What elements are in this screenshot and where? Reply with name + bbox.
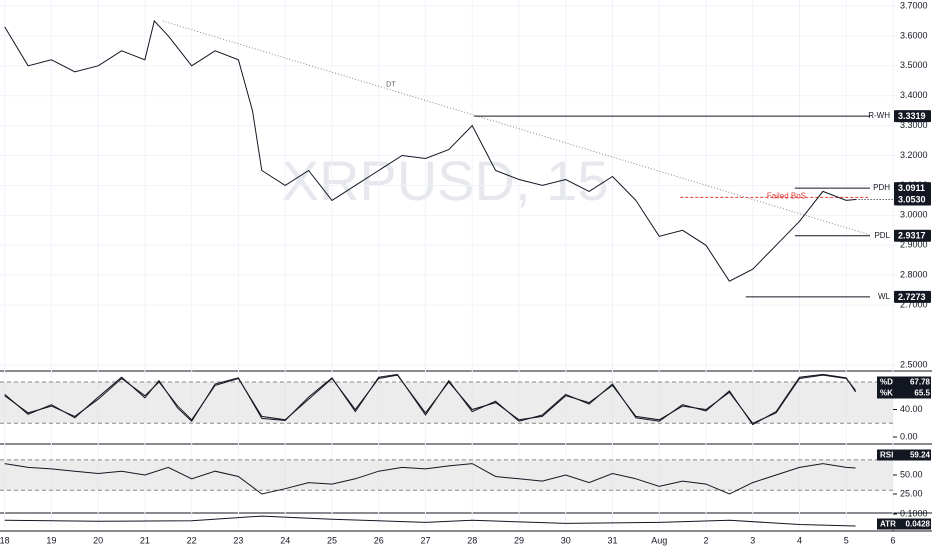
legend-value: 0.0428 — [906, 520, 931, 529]
series-line — [4, 515, 856, 527]
level-tag-bg — [894, 110, 931, 123]
x-tick-label: 2 — [703, 535, 708, 545]
watermark: XRPUSD, 15 — [282, 149, 609, 212]
trend-label: DT — [386, 81, 396, 88]
x-tick-label: 4 — [797, 535, 802, 545]
y-tick-label: 50.00 — [900, 469, 923, 479]
level-name: WL — [878, 292, 891, 301]
x-tick-label: 20 — [93, 535, 103, 545]
last-price-tag-bg — [894, 193, 931, 206]
x-tick-label: 27 — [420, 535, 430, 545]
x-tick-label: 21 — [140, 535, 150, 545]
trend-line — [162, 20, 870, 236]
last-price-tag: 3.0530 — [898, 194, 926, 204]
legend-name: %D — [880, 378, 893, 387]
band — [0, 459, 893, 491]
x-tick-label: 24 — [280, 535, 290, 545]
y-tick-label: 2.9000 — [900, 240, 928, 250]
level-tag-bg — [894, 229, 931, 242]
y-tick-label: 3.4000 — [900, 90, 928, 100]
y-tick-label: 0.00 — [900, 431, 918, 441]
level-name: R-WH — [868, 111, 890, 120]
legend-name: %K — [880, 389, 893, 398]
x-tick-label: 23 — [233, 535, 243, 545]
series-line — [4, 19, 856, 282]
legend-name: ATR — [880, 520, 896, 529]
x-tick-label: 6 — [890, 535, 895, 545]
level-tag: 2.9317 — [898, 231, 926, 241]
legend-bg — [877, 376, 931, 388]
x-tick-label: 29 — [514, 535, 524, 545]
band — [0, 381, 893, 424]
legend-bg — [877, 518, 931, 530]
level-label: Failed BoS — [767, 192, 806, 201]
y-tick-label: 3.3000 — [900, 120, 928, 130]
legend-bg — [877, 449, 931, 461]
legend-name: RSI — [880, 451, 893, 460]
y-tick-label: 3.2000 — [900, 150, 928, 160]
y-tick-label: 2.7000 — [900, 299, 928, 309]
y-tick-label: 0.1000 — [900, 508, 928, 518]
y-tick-label: 2.8000 — [900, 270, 928, 280]
level-name: PDL — [874, 231, 890, 240]
x-tick-label: 31 — [607, 535, 617, 545]
legend-value: 67.78 — [910, 378, 931, 387]
y-tick-label: 3.0000 — [900, 210, 928, 220]
x-tick-label: 26 — [374, 535, 384, 545]
y-tick-label: 3.5000 — [900, 60, 928, 70]
x-tick-label: Aug — [651, 535, 667, 545]
x-tick-label: 5 — [844, 535, 849, 545]
level-tag: 2.7273 — [898, 292, 926, 302]
level-tag: 3.0911 — [898, 183, 925, 193]
level-name: PDH — [873, 183, 890, 192]
x-tick-label: 25 — [327, 535, 337, 545]
y-tick-label: 3.7000 — [900, 0, 928, 10]
y-tick-label: 2.5000 — [900, 359, 928, 369]
legend-value: 59.24 — [910, 451, 931, 460]
x-tick-label: 19 — [46, 535, 56, 545]
level-tag-bg — [894, 290, 931, 303]
level-tag: 3.3319 — [898, 111, 926, 121]
x-tick-label: 22 — [187, 535, 197, 545]
series-line — [4, 463, 856, 495]
y-tick-label: 3.6000 — [900, 30, 928, 40]
x-tick-label: 30 — [561, 535, 571, 545]
series-line — [4, 373, 857, 426]
legend-value: 65.5 — [914, 389, 930, 398]
x-tick-label: 18 — [0, 535, 10, 545]
x-tick-label: 3 — [750, 535, 755, 545]
level-tag-bg — [894, 182, 931, 195]
legend-bg — [877, 387, 931, 399]
y-tick-label: 40.00 — [900, 404, 923, 414]
y-tick-label: 25.00 — [900, 488, 923, 498]
x-tick-label: 28 — [467, 535, 477, 545]
